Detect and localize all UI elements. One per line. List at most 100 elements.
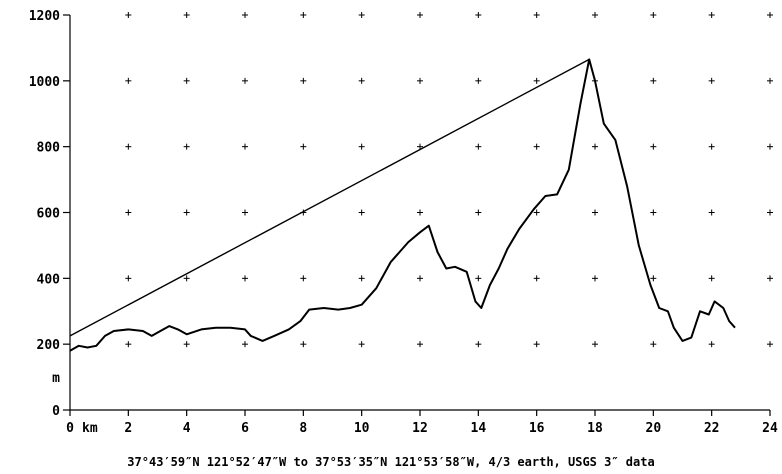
grid-plus-marker <box>417 77 423 84</box>
grid-plus-marker <box>708 77 715 84</box>
grid-plus-marker <box>475 12 482 18</box>
grid-plus-marker <box>358 341 365 348</box>
grid-plus-marker <box>767 77 773 84</box>
y-tick-label: 1200 <box>29 9 60 24</box>
grid-plus-marker <box>475 77 482 84</box>
grid-plus-marker <box>708 209 715 216</box>
grid-plus-marker <box>125 12 132 18</box>
x-tick-label: 10 <box>354 421 370 436</box>
grid-plus-marker <box>183 77 190 84</box>
grid-plus-marker <box>475 275 482 282</box>
grid-plus-marker <box>300 275 307 282</box>
grid-plus-marker <box>592 209 598 216</box>
x-tick-label: 16 <box>529 421 545 436</box>
grid-plus-marker <box>533 341 540 348</box>
grid-markers <box>125 12 773 348</box>
grid-plus-marker <box>533 143 540 150</box>
x-tick-label: 14 <box>471 421 487 436</box>
axes <box>63 14 771 416</box>
grid-plus-marker <box>417 275 423 282</box>
grid-plus-marker <box>533 12 540 18</box>
grid-plus-marker <box>767 12 773 18</box>
grid-plus-marker <box>417 12 423 18</box>
grid-plus-marker <box>650 209 657 216</box>
grid-plus-marker <box>183 275 190 282</box>
grid-plus-marker <box>183 209 190 216</box>
grid-plus-marker <box>300 341 307 348</box>
x-tick-label: 22 <box>704 421 720 436</box>
grid-plus-marker <box>358 143 365 150</box>
grid-plus-marker <box>183 12 190 18</box>
grid-plus-marker <box>592 341 598 348</box>
grid-plus-marker <box>533 275 540 282</box>
chart-caption: 37°43′59″N 121°52′47″W to 37°53′35″N 121… <box>127 455 654 469</box>
grid-plus-marker <box>125 77 132 84</box>
y-tick-label: 200 <box>37 338 61 353</box>
x-tick-label: 20 <box>646 421 662 436</box>
grid-plus-marker <box>125 341 132 348</box>
grid-plus-marker <box>417 209 423 216</box>
grid-plus-marker <box>475 341 482 348</box>
grid-plus-marker <box>767 143 773 150</box>
grid-plus-marker <box>358 209 365 216</box>
grid-plus-marker <box>650 12 657 18</box>
y-tick-label: 0 <box>52 404 60 419</box>
grid-plus-marker <box>767 275 773 282</box>
grid-plus-marker <box>708 275 715 282</box>
grid-plus-marker <box>592 275 598 282</box>
grid-plus-marker <box>592 143 598 150</box>
grid-plus-marker <box>358 275 365 282</box>
x-tick-label: 18 <box>587 421 603 436</box>
y-tick-label: 1000 <box>29 75 60 90</box>
grid-plus-marker <box>650 341 657 348</box>
x-unit-label: km <box>82 421 98 436</box>
grid-plus-marker <box>183 341 190 348</box>
grid-plus-marker <box>358 12 365 18</box>
grid-plus-marker <box>300 12 307 18</box>
grid-plus-marker <box>708 341 715 348</box>
grid-plus-marker <box>475 209 482 216</box>
x-tick-label: 8 <box>299 421 307 436</box>
grid-plus-marker <box>300 77 307 84</box>
grid-plus-marker <box>125 143 132 150</box>
grid-plus-marker <box>417 143 423 150</box>
grid-plus-marker <box>767 209 773 216</box>
grid-plus-marker <box>650 143 657 150</box>
grid-plus-marker <box>592 12 598 18</box>
x-tick-label: 12 <box>412 421 428 436</box>
terrain-profile-line <box>69 58 736 352</box>
grid-plus-marker <box>125 275 132 282</box>
y-tick-label: 400 <box>37 272 61 287</box>
x-tick-label: 4 <box>183 421 191 436</box>
x-tick-label: 24 <box>762 421 778 436</box>
grid-plus-marker <box>242 143 248 150</box>
x-tick-label: 0 <box>66 421 74 436</box>
grid-plus-marker <box>242 12 248 18</box>
grid-plus-marker <box>708 12 715 18</box>
grid-plus-marker <box>125 209 132 216</box>
grid-plus-marker <box>475 143 482 150</box>
x-tick-label: 6 <box>241 421 249 436</box>
grid-plus-marker <box>358 77 365 84</box>
y-tick-label: 800 <box>37 141 61 156</box>
grid-plus-marker <box>650 275 657 282</box>
grid-plus-marker <box>183 143 190 150</box>
grid-plus-marker <box>767 341 773 348</box>
grid-plus-marker <box>300 143 307 150</box>
y-unit-label: m <box>52 371 60 386</box>
line-of-sight-line <box>69 58 590 337</box>
profile-lines <box>69 58 736 352</box>
grid-plus-marker <box>533 77 540 84</box>
grid-plus-marker <box>242 77 248 84</box>
grid-plus-marker <box>650 77 657 84</box>
y-tick-label: 600 <box>37 207 61 222</box>
grid-plus-marker <box>417 341 423 348</box>
grid-plus-marker <box>242 209 248 216</box>
grid-plus-marker <box>708 143 715 150</box>
grid-plus-marker <box>242 341 248 348</box>
grid-plus-marker <box>533 209 540 216</box>
x-tick-label: 2 <box>124 421 132 436</box>
grid-plus-marker <box>242 275 248 282</box>
